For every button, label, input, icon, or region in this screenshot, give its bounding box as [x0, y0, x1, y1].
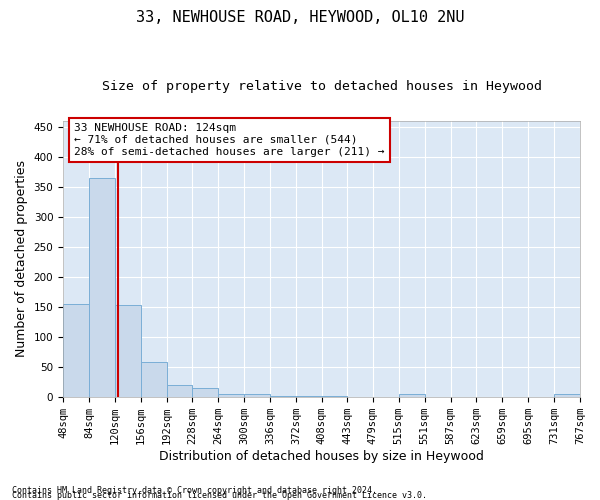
Bar: [554, 394, 580, 396]
Bar: [399, 394, 425, 396]
Text: Contains HM Land Registry data © Crown copyright and database right 2024.: Contains HM Land Registry data © Crown c…: [12, 486, 377, 495]
Bar: [218, 394, 244, 396]
X-axis label: Distribution of detached houses by size in Heywood: Distribution of detached houses by size …: [159, 450, 484, 462]
Bar: [140, 362, 167, 396]
Bar: [63, 304, 89, 396]
Text: 33, NEWHOUSE ROAD, HEYWOOD, OL10 2NU: 33, NEWHOUSE ROAD, HEYWOOD, OL10 2NU: [136, 10, 464, 25]
Bar: [89, 178, 115, 396]
Text: 33 NEWHOUSE ROAD: 124sqm
← 71% of detached houses are smaller (544)
28% of semi-: 33 NEWHOUSE ROAD: 124sqm ← 71% of detach…: [74, 124, 385, 156]
Bar: [193, 388, 218, 396]
Bar: [167, 384, 193, 396]
Text: Contains public sector information licensed under the Open Government Licence v3: Contains public sector information licen…: [12, 491, 427, 500]
Bar: [244, 394, 270, 396]
Title: Size of property relative to detached houses in Heywood: Size of property relative to detached ho…: [101, 80, 542, 93]
Bar: [115, 306, 140, 396]
Y-axis label: Number of detached properties: Number of detached properties: [15, 160, 28, 357]
